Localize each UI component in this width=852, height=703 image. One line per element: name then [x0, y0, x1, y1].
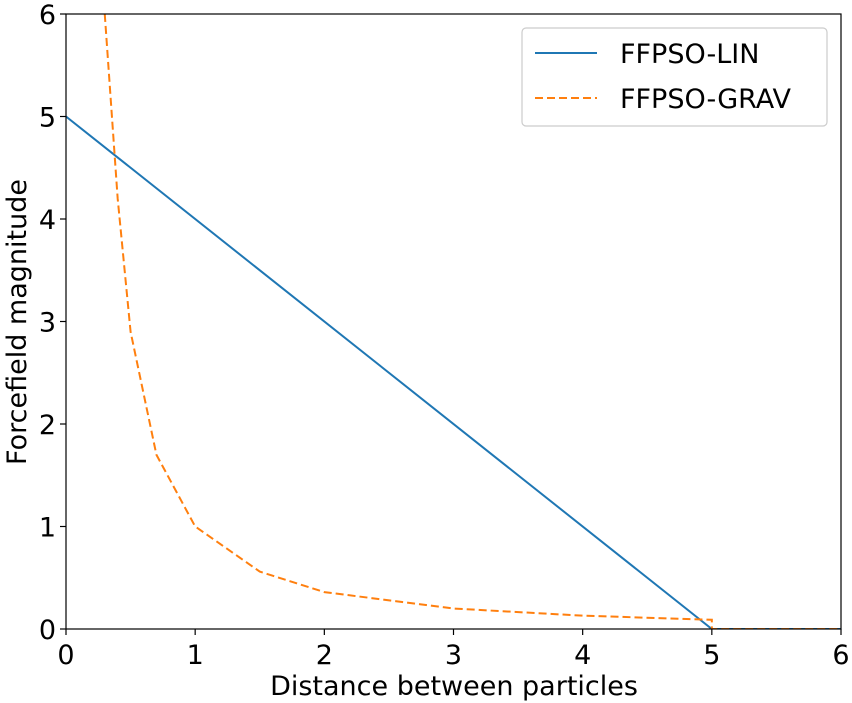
y-tick-label: 5: [39, 103, 56, 134]
series-line-ffpso-grav: [103, 14, 841, 629]
y-tick-label: 0: [39, 615, 56, 646]
y-tick-label: 2: [39, 410, 56, 441]
x-tick-label: 0: [57, 640, 74, 671]
legend-label-ffpso-grav: FFPSO-GRAV: [620, 84, 792, 115]
y-tick-label: 3: [39, 308, 56, 339]
legend: FFPSO-LIN FFPSO-GRAV: [521, 27, 828, 127]
x-tick-label: 2: [316, 640, 333, 671]
legend-box: [521, 27, 828, 127]
axis-layer: 0 1 2 3 4 5 6 0 1 2 3 4 5 6: [39, 0, 850, 671]
x-tick-label: 4: [574, 640, 591, 671]
y-tick-label: 6: [39, 0, 56, 31]
x-tick-label: 6: [832, 640, 849, 671]
y-tick-label: 4: [39, 205, 56, 236]
y-tick-label: 1: [39, 513, 56, 544]
x-axis-label: Distance between particles: [270, 671, 638, 702]
series-layer: [66, 14, 841, 629]
x-tick-label: 5: [703, 640, 720, 671]
y-axis-label: Forcefield magnitude: [2, 179, 33, 465]
series-line-ffpso-lin: [66, 115, 841, 629]
legend-label-ffpso-lin: FFPSO-LIN: [620, 39, 759, 70]
x-tick-label: 3: [445, 640, 462, 671]
x-tick-label: 1: [187, 640, 204, 671]
